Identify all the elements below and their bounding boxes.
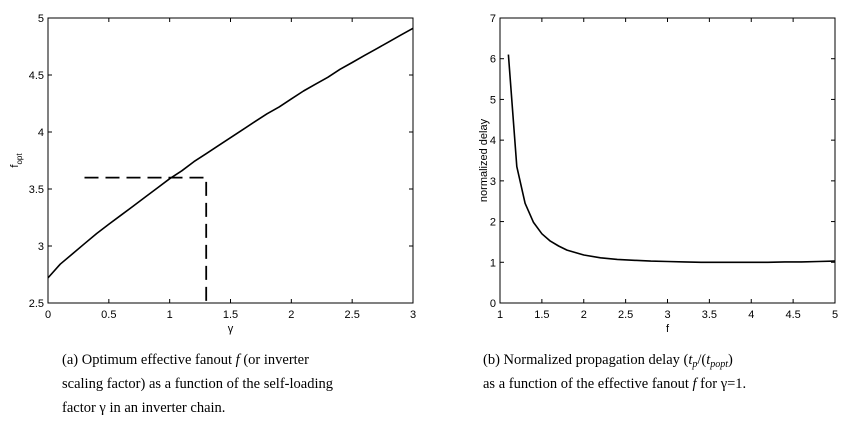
x-tick-label: 2.5 (618, 309, 633, 321)
y-tick-label: 3.5 (29, 184, 44, 196)
x-tick-label: 3.5 (702, 309, 717, 321)
y-tick-label: 0 (490, 298, 496, 310)
chart-a: 0 0.5 1 1.5 2 2.5 3 2.5 3 3.5 4 4.5 5 γ fopt (9, 13, 416, 335)
caption-a: (a) Optimum effective fanout f (or inver… (62, 348, 333, 420)
y-tick-label: 5 (490, 94, 496, 106)
y-axis-label-subscript: opt (15, 153, 24, 165)
caption-b-text: as a function of the effective fanout (483, 376, 693, 392)
axes-box (47, 17, 414, 304)
y-tick-label: 1 (490, 257, 496, 269)
y-axis-label-main: f (9, 164, 21, 168)
caption-a-line-3: factor γ in an inverter chain. (62, 400, 226, 416)
y-tick-label: 3 (38, 241, 44, 253)
caption-b: (b) Normalized propagation delay (tp/(tp… (483, 348, 746, 396)
x-tick-label: 1.5 (223, 309, 238, 321)
caption-b-var: f (692, 376, 697, 392)
caption-b-var: t (706, 352, 711, 368)
caption-b-line-1: (b) Normalized propagation delay (tp/(tp… (483, 348, 746, 372)
y-tick-label: 4 (38, 127, 44, 139)
y-tick-label: 2 (490, 217, 496, 229)
caption-b-subscript: popt (710, 359, 729, 370)
y-tick-label: 4.5 (29, 70, 44, 82)
y-tick-label: 4 (490, 135, 496, 147)
x-tick-label: 4.5 (785, 309, 800, 321)
x-tick-label: 3 (410, 309, 416, 321)
x-tick-label: 2 (288, 309, 294, 321)
x-tick-label: 2.5 (345, 309, 360, 321)
y-axis-label: fopt (9, 153, 24, 168)
series-line (507, 54, 836, 264)
caption-a-line-2: scaling factor) as a function of the sel… (62, 376, 333, 392)
x-tick-label: 4 (748, 309, 754, 321)
y-tick-label: 5 (38, 13, 44, 25)
y-tick-label: 2.5 (29, 298, 44, 310)
caption-b-var: t (688, 352, 693, 368)
y-axis-label: normalized delay (478, 118, 490, 202)
caption-b-line-2: as a function of the effective fanout f … (483, 372, 746, 396)
y-tick-label: 7 (490, 13, 496, 25)
x-tick-label: 3 (664, 309, 670, 321)
x-tick-label: 2 (581, 309, 587, 321)
x-tick-label: 0 (45, 309, 51, 321)
x-tick-label: 0.5 (101, 309, 116, 321)
caption-a-line-1: (a) Optimum effective fanout f (or inver… (62, 348, 333, 372)
y-tick-label: 6 (490, 54, 496, 66)
axes-box (499, 17, 836, 304)
caption-b-text: /( (697, 352, 707, 368)
caption-a-text: (or inverter (239, 352, 309, 368)
y-tick-label: 3 (490, 176, 496, 188)
caption-b-text: ) (728, 352, 733, 368)
caption-a-text: (a) Optimum effective fanout (62, 352, 236, 368)
caption-b-text: for γ=1. (696, 376, 747, 392)
x-tick-label: 1.5 (534, 309, 549, 321)
series-line (47, 27, 414, 279)
x-axis-label: γ (228, 323, 234, 335)
caption-b-subscript: p (692, 359, 698, 370)
x-tick-label: 5 (832, 309, 838, 321)
caption-b-text: (b) Normalized propagation delay ( (483, 352, 689, 368)
caption-a-var: f (235, 352, 240, 368)
x-axis-label: f (666, 323, 670, 335)
x-tick-label: 1 (167, 309, 173, 321)
x-tick-label: 1 (497, 309, 503, 321)
